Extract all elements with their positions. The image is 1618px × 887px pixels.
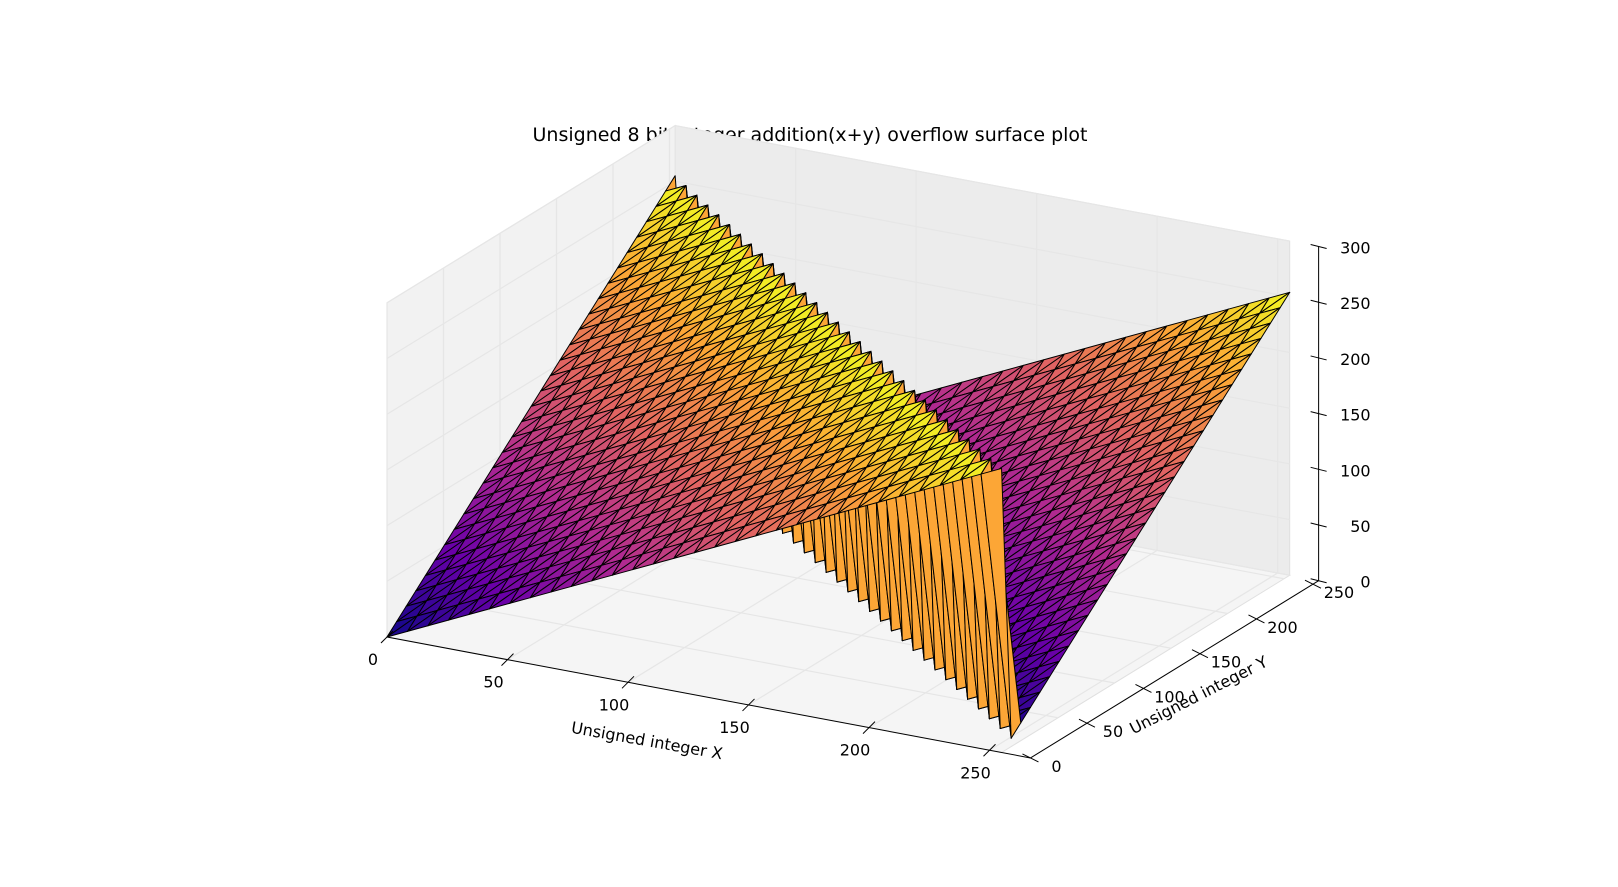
y-axis-line (1030, 580, 1319, 759)
x-tick-mark (862, 721, 876, 734)
y-tick-mark (1248, 614, 1265, 624)
z-gridline-left (386, 180, 676, 360)
x-tick-label: 100 (599, 695, 630, 714)
z-tick-label: 0 (1360, 573, 1370, 592)
z-tick-mark (1310, 578, 1327, 584)
z-tick-mark (1310, 411, 1327, 417)
y-tick-mark (1135, 684, 1152, 693)
x-axis-line (386, 636, 1031, 759)
y-tick-label: 50 (1103, 722, 1123, 741)
x-axis-label: Unsigned integer X (570, 718, 724, 763)
y-tick-label: 150 (1211, 653, 1242, 672)
z-tick-mark (1310, 466, 1327, 472)
y-tick-mark (1304, 579, 1322, 589)
chart-title: Unsigned 8 bit integer addition(x+y) ove… (533, 124, 1088, 146)
z-tick-label: 300 (1340, 239, 1371, 258)
x-tick-mark (380, 630, 394, 644)
x-tick-mark (742, 698, 755, 712)
z-gridline-back (675, 180, 1290, 298)
z-tick-label: 100 (1340, 461, 1371, 480)
x-tick-label: 50 (483, 673, 503, 692)
z-tick-mark (1310, 522, 1327, 528)
x-tick-mark (621, 675, 635, 689)
y-tick-label: 100 (1154, 687, 1185, 706)
y-axis-label: Unsigned integer Y (1126, 652, 1270, 738)
surface-mesh (386, 175, 1291, 739)
z-tick-label: 50 (1350, 517, 1370, 536)
z-tick-mark (1310, 244, 1327, 250)
y-tick-label: 200 (1267, 618, 1298, 637)
z-gridline-back (675, 124, 1290, 242)
y-tick-mark (1022, 753, 1039, 763)
z-tick-label: 150 (1340, 406, 1371, 425)
x-tick-label: 0 (368, 650, 378, 669)
surface-facet (980, 467, 1012, 739)
x-tick-label: 150 (719, 718, 750, 737)
y-gridline-floor (443, 601, 1059, 719)
z-tick-label: 250 (1340, 294, 1371, 313)
z-gridline-left (386, 125, 676, 304)
y-tick-mark (1078, 718, 1096, 728)
tick-labels: 0 50 100 150 200 250 0 50 100 150 200 250 0 50 100 150 2… (368, 239, 1371, 783)
x-tick-label: 250 (960, 763, 991, 782)
z-tick-label: 200 (1340, 350, 1371, 369)
x-gridline-floor (989, 572, 1278, 751)
y-tick-label: 0 (1051, 757, 1061, 776)
y-tick-mark (1191, 649, 1209, 659)
y-tick-label: 250 (1324, 583, 1355, 602)
z-tick-mark (1310, 355, 1327, 361)
x-tick-mark (983, 743, 996, 757)
axes (380, 244, 1327, 763)
x-tick-mark (501, 653, 514, 667)
z-tick-mark (1310, 299, 1327, 305)
x-tick-label: 200 (840, 741, 871, 760)
